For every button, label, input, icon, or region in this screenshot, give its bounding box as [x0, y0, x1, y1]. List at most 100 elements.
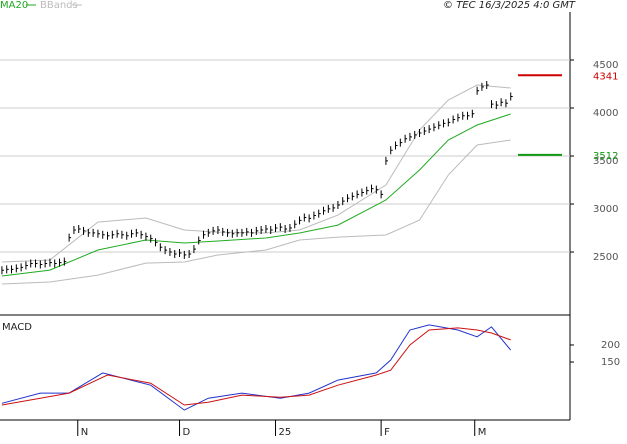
price-bar [212, 226, 216, 235]
price-bar [217, 225, 220, 234]
price-bar [63, 257, 67, 266]
price-bar [15, 264, 19, 273]
price-bar [78, 224, 81, 233]
price-bar [299, 216, 302, 225]
y-tick-label: 3500 [593, 156, 618, 167]
y-tick-label: 150 [601, 357, 620, 368]
x-tick-label: 25 [279, 427, 292, 438]
price-bar [30, 259, 33, 268]
price-bar [332, 203, 336, 212]
price-bar [179, 248, 182, 257]
price-bar [6, 265, 9, 274]
price-bar [433, 123, 436, 132]
price-bar [35, 259, 38, 268]
price-bar [188, 249, 192, 258]
price-bar [452, 115, 456, 124]
price-bar [491, 100, 494, 109]
price-bar [361, 188, 364, 197]
price-bar [467, 111, 470, 120]
price-line [1, 84, 511, 263]
legend-ma20: MA20 [0, 0, 28, 11]
price-bar [284, 224, 288, 233]
price-bar [174, 249, 177, 258]
price-bar [255, 226, 259, 235]
level-label: 3512 [593, 151, 618, 162]
price-bar [270, 225, 273, 234]
price-bar [390, 146, 393, 155]
price-bar [471, 109, 475, 118]
price-bar [140, 230, 144, 239]
price-bar [150, 234, 153, 243]
price-bar [73, 225, 76, 234]
price-bar [121, 230, 124, 239]
price-bar [419, 128, 422, 137]
price-bar [275, 224, 278, 233]
price-bar [409, 132, 412, 141]
price-bar [135, 228, 139, 237]
price-bar [39, 260, 43, 269]
price-bar [395, 141, 398, 150]
price-bar [279, 223, 283, 232]
price-bar [111, 230, 115, 239]
price-bar [462, 111, 465, 120]
price-line [1, 139, 511, 285]
price-bar [11, 265, 14, 274]
price-bar [443, 119, 446, 128]
price-bar [347, 194, 350, 203]
price-bar [337, 200, 340, 209]
copyright: © TEC 16/3/2025 4:0 GMT [443, 0, 576, 11]
price-bar [155, 238, 158, 247]
price-bar [351, 192, 355, 201]
y-tick-label: 200 [601, 340, 620, 351]
price-bar [241, 228, 244, 237]
price-bar [428, 125, 432, 134]
price-bar [260, 225, 264, 234]
price-bar [44, 259, 48, 268]
y-tick-label: 2500 [593, 252, 618, 263]
price-bar [203, 230, 206, 239]
price-bar [20, 263, 24, 272]
price-bar [457, 113, 460, 122]
price-bar [97, 229, 100, 238]
x-tick-label: N [81, 427, 88, 438]
price-bar [486, 80, 489, 89]
price-bar [116, 229, 120, 238]
price-bar [289, 224, 292, 233]
price-bar [495, 101, 499, 110]
price-bar [83, 226, 86, 235]
y-tick-label: 4000 [593, 108, 618, 119]
price-line [1, 113, 511, 277]
price-bar [371, 184, 374, 193]
macd-line [1, 327, 511, 406]
price-bar [49, 258, 52, 267]
price-bar [342, 197, 345, 206]
price-bar [447, 118, 451, 127]
price-bar [303, 213, 307, 222]
price-bar [414, 130, 417, 139]
price-bar [198, 236, 201, 245]
price-bar [356, 190, 360, 199]
price-bar [438, 121, 441, 130]
price-bar [476, 86, 480, 95]
price-bar [227, 228, 230, 237]
price-bar [380, 190, 384, 199]
price-bar [236, 228, 240, 237]
y-tick-label: 4500 [593, 60, 618, 71]
price-bar [131, 229, 134, 238]
price-bar [505, 99, 508, 108]
price-bar [59, 258, 62, 267]
y-tick-label: 3000 [593, 204, 618, 215]
macd-title: MACD [2, 322, 32, 333]
price-bar [145, 232, 148, 241]
price-bar [159, 243, 163, 252]
price-bar [399, 138, 403, 147]
macd-line [1, 324, 512, 411]
price-bar [366, 186, 369, 195]
price-bar [169, 248, 172, 257]
price-bar [327, 204, 331, 213]
price-bar [107, 231, 110, 240]
x-tick-label: M [478, 427, 487, 438]
price-bar [375, 185, 379, 194]
x-tick-label: D [183, 427, 191, 438]
